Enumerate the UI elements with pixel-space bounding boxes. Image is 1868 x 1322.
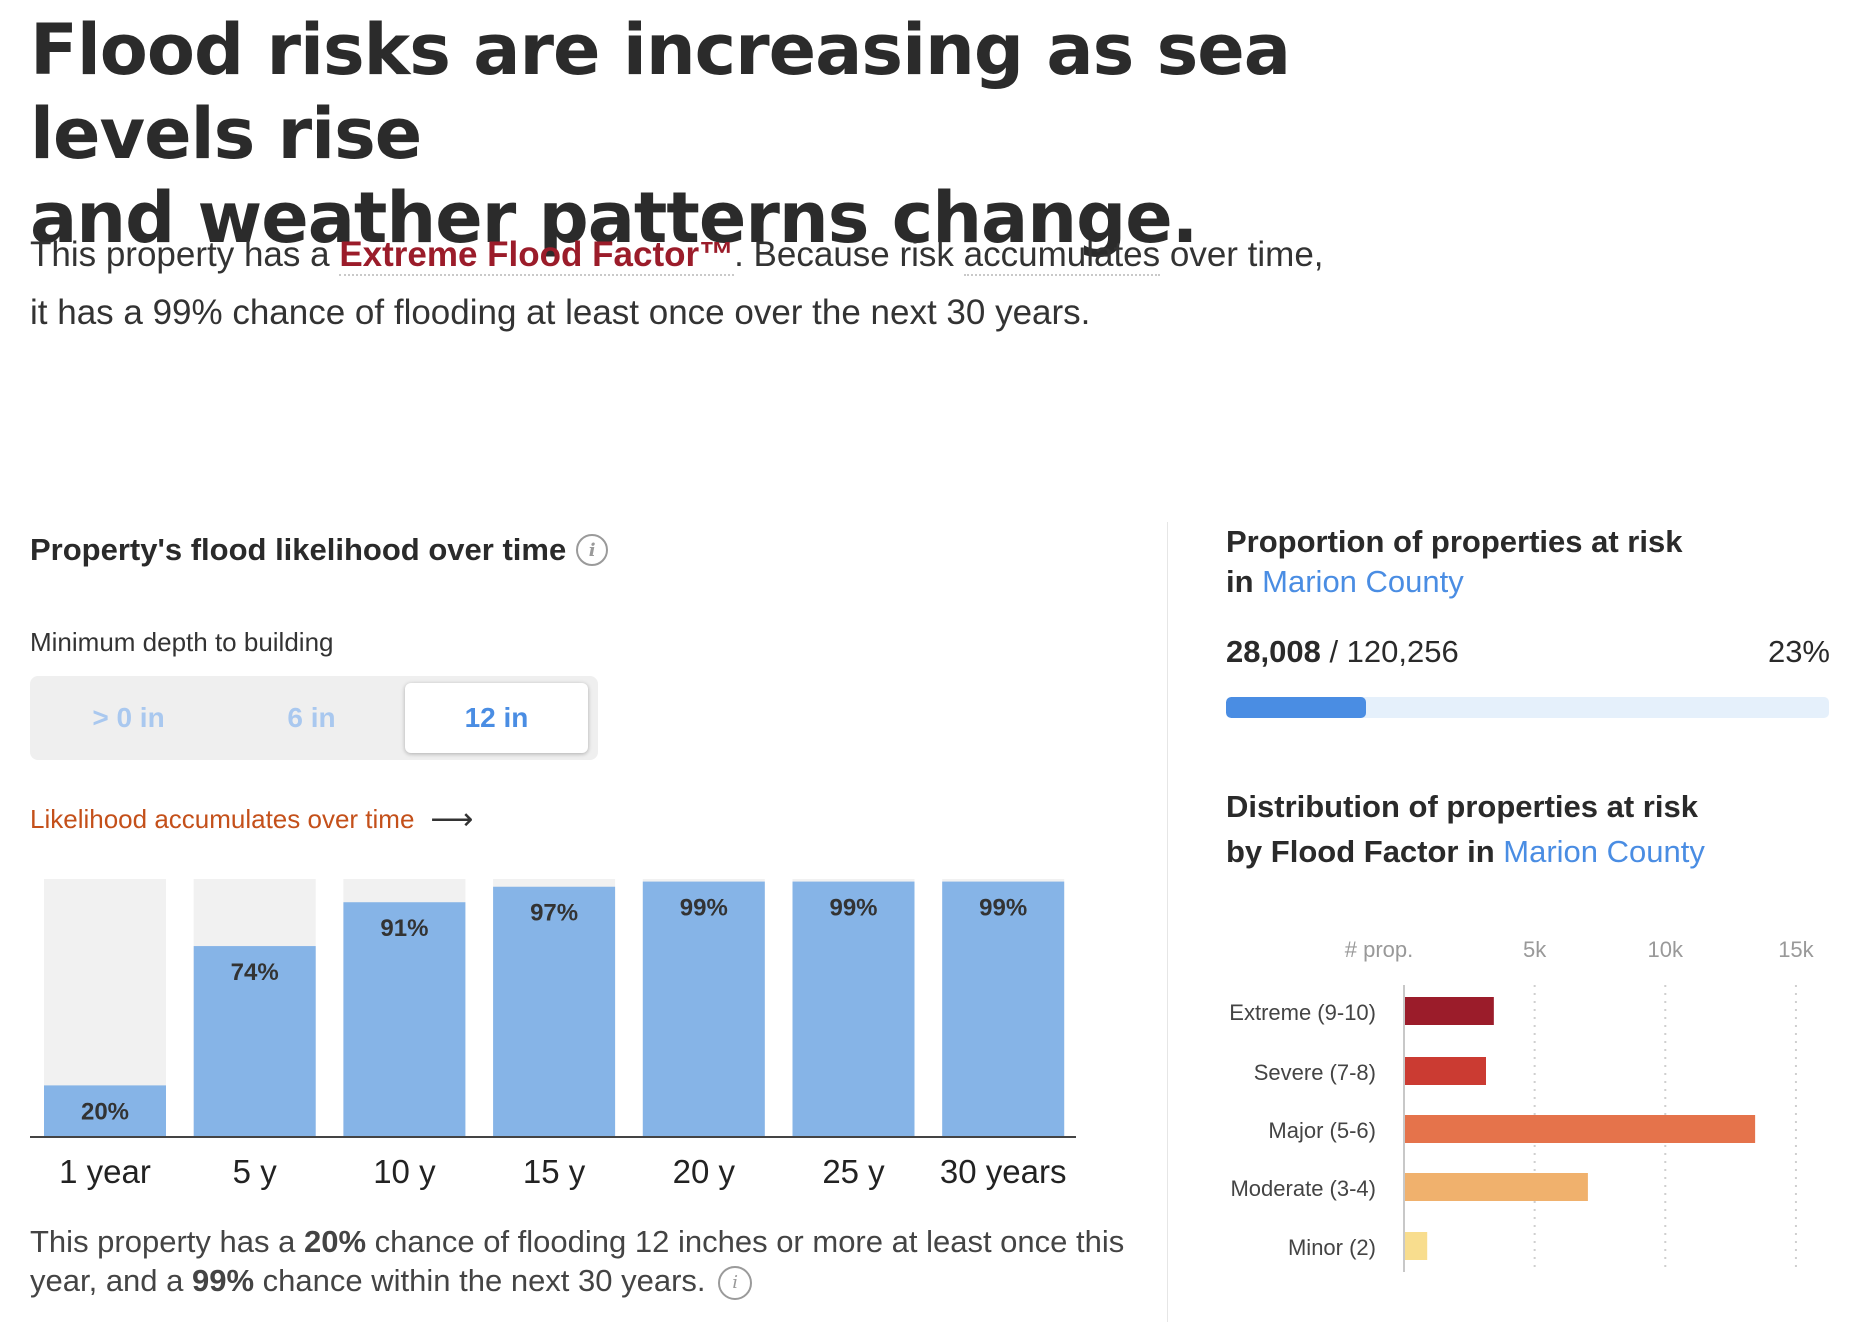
intro-part-2: . Because risk xyxy=(734,235,964,274)
likelihood-bar xyxy=(642,881,765,1137)
county-link[interactable]: Marion County xyxy=(1503,834,1705,869)
headline-line-2: and weather patterns change. xyxy=(30,177,1198,259)
flood-factor-label[interactable]: Extreme Flood Factor™ xyxy=(339,235,735,276)
likelihood-bar xyxy=(193,946,316,1137)
proportion-title-line-1: Proportion of properties at risk xyxy=(1226,524,1683,559)
x-tick-label: 5k xyxy=(1523,937,1547,962)
likelihood-accumulates-link[interactable]: Likelihood accumulates over time ⟶ xyxy=(30,802,473,837)
x-tick-label: 15k xyxy=(1778,937,1814,962)
distribution-bar xyxy=(1405,1115,1756,1143)
accumulates-term[interactable]: accumulates xyxy=(963,235,1161,276)
depth-option-6in[interactable]: 6 in xyxy=(287,702,336,733)
accumulates-link-text: Likelihood accumulates over time xyxy=(30,804,415,834)
category-label: Moderate (3-4) xyxy=(1230,1176,1376,1201)
likelihood-summary: This property has a 20% chance of floodi… xyxy=(30,1222,1130,1300)
category-label: Severe (7-8) xyxy=(1254,1060,1376,1085)
risk-progress-bar xyxy=(1226,697,1829,718)
category-label: Major (5-6) xyxy=(1268,1118,1376,1143)
summary-pct-2: 99% xyxy=(192,1263,255,1298)
count-separator: / xyxy=(1320,634,1347,669)
intro-part-1: This property has a xyxy=(30,235,340,274)
depth-toggle: > 0 in 6 in 12 in xyxy=(30,676,598,760)
distribution-bar xyxy=(1405,1173,1588,1201)
risk-progress-fill xyxy=(1226,697,1367,718)
x-tick-label: 15 y xyxy=(523,1153,586,1190)
x-tick-label: 5 y xyxy=(233,1153,278,1190)
page-headline: Flood risks are increasing as sea levels… xyxy=(30,8,1530,260)
likelihood-bar xyxy=(44,1085,166,1137)
summary-part-3: chance within the next 30 years. xyxy=(254,1263,706,1298)
x-tick-label: 30 years xyxy=(940,1153,1067,1190)
bar-value-label: 20% xyxy=(81,1098,129,1125)
likelihood-bar xyxy=(493,886,616,1137)
x-tick-label: 10 y xyxy=(373,1153,436,1190)
likelihood-bar-chart: 20% 1 year 74% 5 y 91% 10 y 97% 15 y 99% 20 y 99% 2… xyxy=(30,879,1076,1190)
depth-option-12in[interactable]: 12 in xyxy=(405,683,588,753)
total-count: 120,256 xyxy=(1346,634,1459,669)
bar-value-label: 74% xyxy=(231,959,279,986)
x-tick-label: 1 year xyxy=(59,1153,151,1190)
risk-count-row: 28,008 / 120,256 23% xyxy=(1226,634,1830,670)
bar-value-label: 97% xyxy=(530,900,578,927)
axis-label: # prop. xyxy=(1345,937,1414,962)
distribution-title-line-1: Distribution of properties at risk xyxy=(1226,789,1698,824)
intro-part-3: over time, xyxy=(1160,235,1324,274)
bar-value-label: 99% xyxy=(979,895,1027,922)
bar-value-label: 99% xyxy=(680,895,728,922)
distribution-bar xyxy=(1405,997,1494,1025)
distribution-title-line-2: by Flood Factor in xyxy=(1226,834,1504,869)
likelihood-bar xyxy=(792,881,915,1137)
distribution-bar xyxy=(1405,1232,1428,1260)
likelihood-title: Property's flood likelihood over time i xyxy=(30,532,609,568)
proportion-title: Proportion of properties at risk in Mari… xyxy=(1226,522,1682,602)
x-tick-label: 10k xyxy=(1648,937,1684,962)
distribution-title: Distribution of properties at risk by Fl… xyxy=(1226,784,1705,874)
county-link[interactable]: Marion County xyxy=(1262,564,1464,599)
likelihood-title-text: Property's flood likelihood over time xyxy=(30,532,567,567)
distribution-bar xyxy=(1405,1057,1486,1085)
depth-option-0in[interactable]: > 0 in xyxy=(92,702,165,733)
summary-part-1: This property has a xyxy=(30,1224,304,1259)
intro-line-2: it has a 99% chance of flooding at least… xyxy=(30,293,1091,332)
at-risk-count: 28,008 xyxy=(1226,634,1321,669)
likelihood-bar xyxy=(343,902,466,1137)
headline-line-1: Flood risks are increasing as sea levels… xyxy=(30,9,1291,175)
depth-label: Minimum depth to building xyxy=(30,627,334,657)
summary-part-2: chance of flooding 12 inches or more at … xyxy=(30,1224,1125,1298)
risk-count: 28,008 / 120,256 xyxy=(1226,634,1459,670)
category-label: Extreme (9-10) xyxy=(1229,1000,1376,1025)
x-tick-label: 25 y xyxy=(822,1153,885,1190)
intro-text: This property has a Extreme Flood Factor… xyxy=(30,226,1430,342)
risk-percent: 23% xyxy=(1767,634,1830,669)
column-divider xyxy=(1167,522,1168,1322)
bar-value-label: 91% xyxy=(380,915,428,942)
summary-pct-1: 20% xyxy=(303,1224,367,1259)
bar-value-label: 99% xyxy=(829,895,877,922)
distribution-bar-chart: # prop. 5k 10k 15k Extreme (9-10) Severe (7-8… xyxy=(1229,937,1815,1272)
info-icon[interactable]: i xyxy=(576,534,609,566)
arrow-right-icon: ⟶ xyxy=(430,803,474,836)
category-label: Minor (2) xyxy=(1288,1235,1376,1260)
likelihood-bar xyxy=(942,881,1065,1137)
info-icon[interactable]: i xyxy=(718,1265,753,1300)
proportion-title-in: in xyxy=(1226,564,1263,599)
x-tick-label: 20 y xyxy=(673,1153,736,1190)
